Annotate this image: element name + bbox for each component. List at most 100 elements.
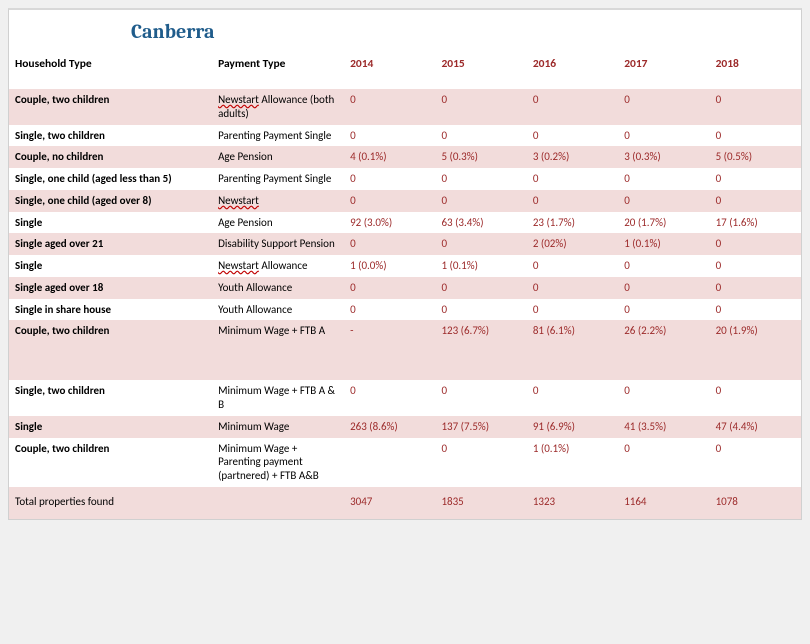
col-household: Household Type — [9, 51, 212, 89]
col-year-2018: 2018 — [710, 51, 801, 89]
cell-value: 0 — [710, 89, 801, 125]
cell-payment: Minimum Wage + FTB A — [212, 320, 344, 380]
cell-payment: Youth Allowance — [212, 299, 344, 321]
cell-value: 41 (3.5%) — [618, 416, 709, 438]
col-year-2015: 2015 — [435, 51, 526, 89]
cell-value: 0 — [344, 233, 435, 255]
cell-payment: Minimum Wage + Parenting payment (partne… — [212, 438, 344, 487]
cell-value: 3 (0.3%) — [618, 146, 709, 168]
cell-payment: Minimum Wage — [212, 416, 344, 438]
cell-value: 0 — [344, 299, 435, 321]
table-row: SingleNewstart Allowance1 (0.0%)1 (0.1%)… — [9, 255, 801, 277]
cell-value: 0 — [710, 255, 801, 277]
cell-value: 0 — [710, 299, 801, 321]
cell-household: Couple, no children — [9, 146, 212, 168]
cell-payment: Disability Support Pension — [212, 233, 344, 255]
cell-payment: Parenting Payment Single — [212, 125, 344, 147]
cell-value: 0 — [344, 380, 435, 416]
cell-value: 0 — [618, 190, 709, 212]
cell-household: Couple, two children — [9, 89, 212, 125]
table-row: Single, one child (aged over 8)Newstart 0… — [9, 190, 801, 212]
col-year-2017: 2017 — [618, 51, 709, 89]
cell-total-value: 1078 — [710, 487, 801, 519]
cell-value: 4 (0.1%) — [344, 146, 435, 168]
cell-value: 0 — [527, 255, 618, 277]
cell-value: 0 — [710, 380, 801, 416]
cell-value: 0 — [435, 168, 526, 190]
cell-value: 5 (0.3%) — [435, 146, 526, 168]
cell-household: Single — [9, 212, 212, 234]
cell-value: 20 (1.9%) — [710, 320, 801, 380]
table-row: Couple, two childrenMinimum Wage + FTB A… — [9, 320, 801, 380]
table-row: Single, two childrenMinimum Wage + FTB A… — [9, 380, 801, 416]
cell-value: 0 — [344, 168, 435, 190]
cell-value: 0 — [618, 277, 709, 299]
cell-payment: Newstart — [212, 190, 344, 212]
col-year-2016: 2016 — [527, 51, 618, 89]
cell-value: 1 (0.1%) — [435, 255, 526, 277]
cell-household: Single aged over 18 — [9, 277, 212, 299]
table-row: Single in share houseYouth Allowance0000… — [9, 299, 801, 321]
cell-value: 0 — [435, 125, 526, 147]
cell-value: 81 (6.1%) — [527, 320, 618, 380]
cell-value: 1 (0.1%) — [527, 438, 618, 487]
cell-value: 0 — [344, 125, 435, 147]
cell-total-label: Total properties found — [9, 487, 212, 519]
table-row: Single, one child (aged less than 5)Pare… — [9, 168, 801, 190]
table-row: Couple, no childrenAge Pension4 (0.1%)5 … — [9, 146, 801, 168]
cell-payment: Newstart Allowance — [212, 255, 344, 277]
cell-value: 0 — [435, 233, 526, 255]
cell-value: 0 — [527, 277, 618, 299]
cell-value: 47 (4.4%) — [710, 416, 801, 438]
cell-value: 0 — [710, 125, 801, 147]
cell-total-value: 1835 — [435, 487, 526, 519]
table-row: SingleMinimum Wage263 (8.6%)137 (7.5%)91… — [9, 416, 801, 438]
cell-household: Single aged over 21 — [9, 233, 212, 255]
cell-value: 1 (0.1%) — [618, 233, 709, 255]
table-header-row: Household Type Payment Type 2014 2015 20… — [9, 51, 801, 89]
cell-value: 3 (0.2%) — [527, 146, 618, 168]
cell-value: 0 — [435, 277, 526, 299]
page-title: Canberra — [9, 10, 801, 51]
cell-household: Couple, two children — [9, 438, 212, 487]
cell-value: 63 (3.4%) — [435, 212, 526, 234]
cell-value: 0 — [527, 125, 618, 147]
table-row: Single aged over 21Disability Support Pe… — [9, 233, 801, 255]
cell-value: 263 (8.6%) — [344, 416, 435, 438]
cell-household: Single — [9, 416, 212, 438]
table-row: SingleAge Pension92 (3.0%)63 (3.4%)23 (1… — [9, 212, 801, 234]
table-total-row: Total properties found304718351323116410… — [9, 487, 801, 519]
col-year-2014: 2014 — [344, 51, 435, 89]
cell-value: 20 (1.7%) — [618, 212, 709, 234]
table-row: Couple, two childrenNewstart Allowance (… — [9, 89, 801, 125]
cell-value: 0 — [618, 168, 709, 190]
cell-value: 5 (0.5%) — [710, 146, 801, 168]
cell-value: 0 — [618, 89, 709, 125]
cell-value: 123 (6.7%) — [435, 320, 526, 380]
table-row: Single aged over 18Youth Allowance00000 — [9, 277, 801, 299]
data-table: Household Type Payment Type 2014 2015 20… — [9, 51, 801, 519]
cell-value: 0 — [527, 190, 618, 212]
cell-household: Single — [9, 255, 212, 277]
cell-value: 0 — [527, 89, 618, 125]
cell-value: 0 — [710, 277, 801, 299]
table-row: Single, two childrenParenting Payment Si… — [9, 125, 801, 147]
cell-household: Single, one child (aged over 8) — [9, 190, 212, 212]
cell-value: 2 (02%) — [527, 233, 618, 255]
cell-value: 0 — [618, 125, 709, 147]
cell-value: 0 — [344, 89, 435, 125]
cell-value: 91 (6.9%) — [527, 416, 618, 438]
cell-value: - — [344, 320, 435, 380]
cell-payment: Age Pension — [212, 212, 344, 234]
cell-blank — [212, 487, 344, 519]
cell-value: 137 (7.5%) — [435, 416, 526, 438]
table-row: Couple, two childrenMinimum Wage + Paren… — [9, 438, 801, 487]
cell-value: 0 — [435, 190, 526, 212]
cell-value: 26 (2.2%) — [618, 320, 709, 380]
cell-household: Single, two children — [9, 125, 212, 147]
cell-value: 0 — [344, 277, 435, 299]
cell-value: 92 (3.0%) — [344, 212, 435, 234]
document-page: Canberra Household Type Payment Type 201… — [8, 8, 802, 520]
cell-payment: Age Pension — [212, 146, 344, 168]
cell-household: Single, two children — [9, 380, 212, 416]
